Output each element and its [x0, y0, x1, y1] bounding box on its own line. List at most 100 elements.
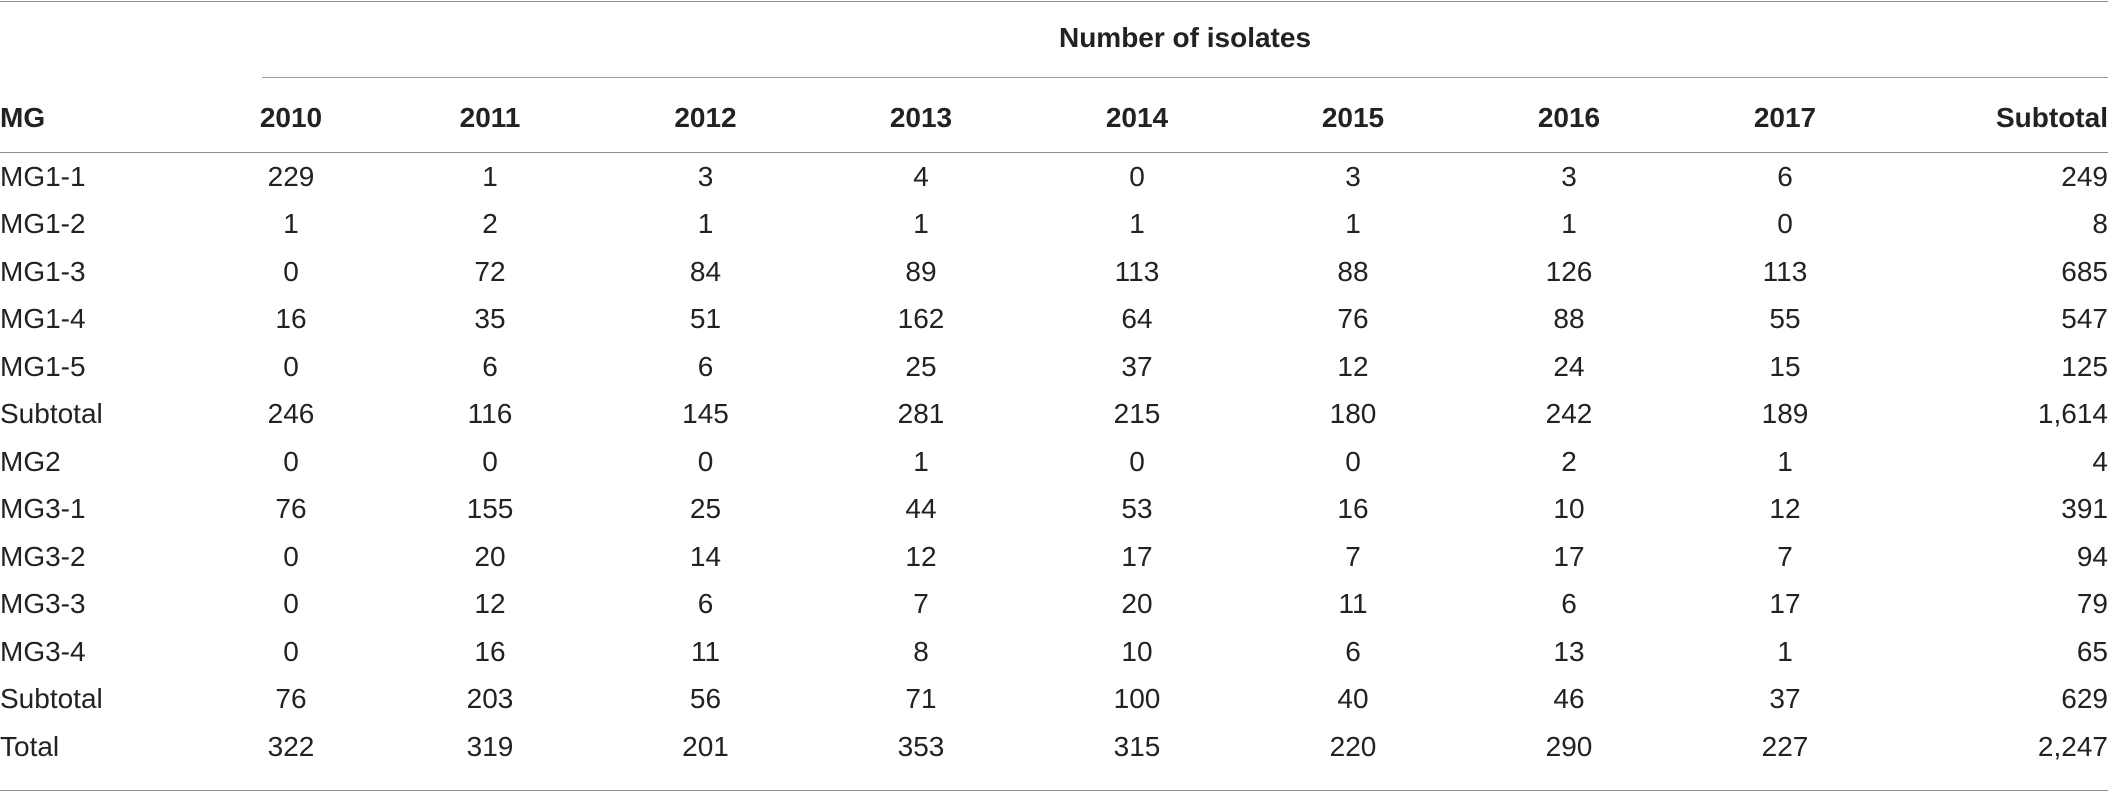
column-header-2017: 2017 [1753, 102, 1817, 133]
table-cell: 37 [1769, 683, 1801, 715]
table-cell: 88 [1553, 303, 1585, 335]
table-row: MG3-1 76 155 25 44 53 16 10 12 391 [0, 486, 2108, 534]
table-cell: 249 [2061, 160, 2108, 192]
row-label-cell: MG1-1 [0, 160, 86, 192]
table-cell: 0 [283, 540, 299, 572]
table-cell: 76 [275, 683, 307, 715]
top-rule [0, 1, 2108, 2]
row-label-cell: MG3-2 [0, 540, 86, 572]
table-cell: 7 [1345, 540, 1361, 572]
table-cell: 89 [905, 255, 937, 287]
row-label-cell: Total [0, 730, 60, 762]
table-cell: 53 [1121, 493, 1153, 525]
table-cell: 1 [482, 160, 498, 192]
table-cell: 94 [2076, 540, 2108, 572]
table-cell: 116 [467, 398, 513, 430]
row-label-cell: MG1-5 [0, 350, 86, 382]
table-cell: 6 [697, 350, 714, 382]
table-cell: 40 [1337, 683, 1369, 715]
table-cell: 10 [1553, 493, 1585, 525]
table-cell: 215 [1113, 398, 1161, 430]
table-cell: 11 [1338, 588, 1368, 620]
table-cell: 2 [1561, 445, 1577, 477]
table-cell: 8 [2092, 208, 2108, 240]
row-label-cell: MG1-2 [0, 208, 86, 240]
table-cell: 12 [905, 540, 937, 572]
table-cell: 15 [1769, 350, 1801, 382]
table-cell: 0 [1129, 445, 1145, 477]
table-cell: 71 [905, 683, 937, 715]
table-cell: 0 [283, 255, 299, 287]
table-cell: 14 [689, 540, 722, 572]
table-cell: 7 [913, 588, 929, 620]
table-cell: 76 [1337, 303, 1369, 335]
table-cell: 3 [1561, 160, 1577, 192]
table-cell: 51 [689, 303, 722, 335]
table-cell: 353 [897, 730, 945, 762]
table-cell: 281 [897, 398, 945, 430]
table-cell: 145 [682, 398, 729, 430]
table-row: MG1-5 0 6 6 25 37 12 24 15 125 [0, 343, 2108, 391]
table-cell: 162 [897, 303, 945, 335]
table-row: MG1-4 16 35 51 162 64 76 88 55 547 [0, 296, 2108, 344]
table-cell: 246 [267, 398, 315, 430]
table-cell: 65 [2076, 635, 2108, 667]
table-cell: 25 [905, 350, 937, 382]
table-cell: 1 [1345, 208, 1361, 240]
table-cell: 88 [1337, 255, 1369, 287]
table-cell: 16 [275, 303, 307, 335]
table-cell: 126 [1545, 255, 1593, 287]
isolates-table: MG 2010 2011 2012 2013 2014 2015 2016 20… [0, 97, 2108, 771]
table-cell: 37 [1121, 350, 1153, 382]
span-header: Number of isolates [1058, 22, 1312, 53]
table-cell: 113 [1762, 255, 1808, 287]
column-header-2014: 2014 [1105, 102, 1169, 133]
table-row: Total 322 319 201 353 315 220 290 227 2,247 [0, 723, 2108, 771]
table-cell: 1,614 [2037, 398, 2108, 430]
table-cell: 6 [1777, 160, 1793, 192]
row-label-cell: Subtotal [0, 398, 103, 430]
table-cell: 220 [1329, 730, 1377, 762]
table-cell: 20 [474, 540, 506, 572]
table-cell: 0 [1129, 160, 1145, 192]
column-header-2012: 2012 [674, 102, 737, 133]
row-label-cell: MG3-4 [0, 635, 86, 667]
table-cell: 79 [2076, 588, 2108, 620]
row-label-cell: MG1-3 [0, 255, 86, 287]
table-cell: 201 [682, 730, 729, 762]
table-cell: 64 [1121, 303, 1153, 335]
table-cell: 1 [913, 208, 929, 240]
table-cell: 1 [697, 208, 714, 240]
table-cell: 44 [905, 493, 937, 525]
table-cell: 17 [1553, 540, 1585, 572]
table-cell: 24 [1553, 350, 1585, 382]
table-cell: 6 [1345, 635, 1361, 667]
column-header-2013: 2013 [889, 102, 953, 133]
table-row: Subtotal 76 203 56 71 100 40 46 37 629 [0, 676, 2108, 724]
table-cell: 35 [474, 303, 506, 335]
column-header-2015: 2015 [1321, 102, 1385, 133]
table-cell: 4 [2092, 445, 2108, 477]
table-cell: 2 [482, 208, 498, 240]
row-label-cell: Subtotal [0, 683, 103, 715]
table-cell: 84 [689, 255, 722, 287]
table-cell: 1 [913, 445, 929, 477]
table-cell: 25 [689, 493, 722, 525]
table-cell: 76 [275, 493, 307, 525]
table-cell: 227 [1761, 730, 1809, 762]
table-cell: 189 [1761, 398, 1809, 430]
column-header-2010: 2010 [259, 102, 323, 133]
column-header-row: MG 2010 2011 2012 2013 2014 2015 2016 20… [0, 97, 2108, 139]
table-row: Subtotal 246 116 145 281 215 180 242 189 1,614 [0, 391, 2108, 439]
table-cell: 0 [283, 635, 299, 667]
table-row: MG1-2 1 2 1 1 1 1 1 0 8 [0, 201, 2108, 249]
table-row: MG3-4 0 16 11 8 10 6 13 1 65 [0, 628, 2108, 676]
table-cell: 6 [697, 588, 714, 620]
table-cell: 547 [2061, 303, 2108, 335]
table-cell: 11 [690, 635, 721, 667]
row-label-cell: MG3-3 [0, 588, 86, 620]
row-label-cell: MG2 [0, 445, 61, 477]
table-cell: 4 [913, 160, 929, 192]
table-cell: 290 [1545, 730, 1593, 762]
